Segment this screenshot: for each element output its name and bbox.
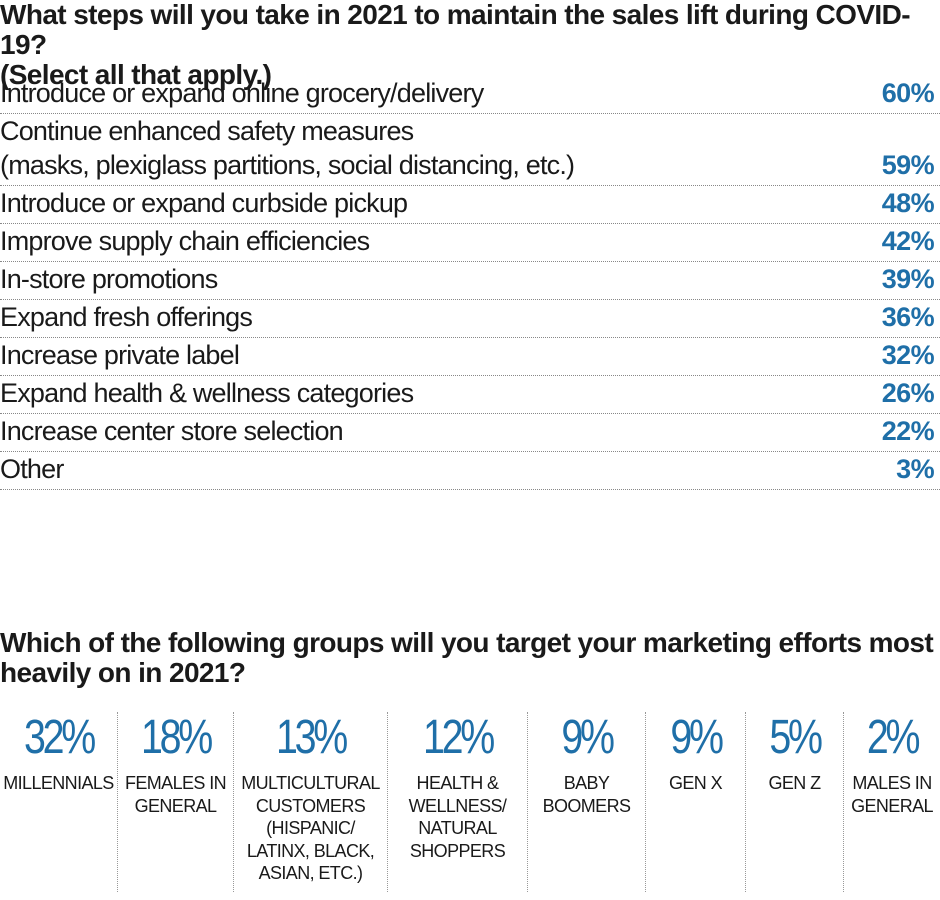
row-label-line1: Continue enhanced safety measures — [0, 116, 414, 146]
group-label-line: FEMALES IN — [124, 773, 227, 793]
table-row: Expand health & wellness categories 26% — [0, 376, 940, 414]
group-label-line: MULTICULTURAL — [241, 773, 380, 793]
group-label-line: BABY — [563, 773, 610, 793]
group-label-line: GENERAL — [134, 795, 217, 816]
row-percent: 59% — [881, 150, 935, 180]
row-percent: 60% — [881, 78, 935, 108]
group-label: MALES IN GENERAL — [844, 772, 940, 817]
group-label-line: WELLNESS/ — [408, 795, 507, 816]
row-label: Increase private label — [0, 340, 240, 370]
table-row: In-store promotions 39% — [0, 262, 940, 300]
group-label: HEALTH & WELLNESS/ NATURAL SHOPPERS — [388, 772, 527, 862]
group-percent: 13% — [276, 711, 348, 764]
group-label-line: NATURAL — [418, 818, 497, 838]
table-row: Expand fresh offerings 36% — [0, 300, 940, 338]
row-percent: 36% — [881, 302, 935, 332]
row-label: Expand health & wellness categories — [0, 378, 414, 408]
group-percent: 12% — [423, 711, 495, 764]
group-percent: 5% — [769, 711, 823, 764]
row-percent: 22% — [881, 416, 935, 446]
group-label: GEN Z — [746, 772, 843, 795]
group-multicultural-customers: 13% MULTICULTURAL CUSTOMERS (HISPANIC/ L… — [234, 712, 388, 892]
group-label-line: GEN Z — [768, 773, 821, 793]
group-label: FEMALES IN GENERAL — [118, 772, 233, 817]
group-baby-boomers: 9% BABY BOOMERS — [528, 712, 646, 892]
row-percent: 32% — [881, 340, 935, 370]
group-health-wellness-natural-shoppers: 12% HEALTH & WELLNESS/ NATURAL SHOPPERS — [388, 712, 528, 892]
group-percent: 32% — [24, 711, 96, 764]
table-row: Introduce or expand online grocery/deliv… — [0, 76, 940, 114]
group-percent: 9% — [670, 711, 724, 764]
group-label-line: GENERAL — [851, 795, 933, 816]
group-label-line: BOOMERS — [542, 795, 631, 816]
group-gen-x: 9% GEN X — [646, 712, 746, 892]
question-1-title: What steps will you take in 2021 to main… — [0, 0, 940, 90]
row-label: Introduce or expand curbside pickup — [0, 188, 408, 218]
group-label: GEN X — [646, 772, 745, 795]
group-label-line: SHOPPERS — [409, 840, 506, 861]
target-groups: 32% MILLENNIALS 18% FEMALES IN GENERAL 1… — [0, 712, 940, 892]
group-females-in-general: 18% FEMALES IN GENERAL — [118, 712, 234, 892]
question-1-title-line1: What steps will you take in 2021 to main… — [0, 0, 911, 60]
steps-table: Introduce or expand online grocery/deliv… — [0, 76, 940, 490]
row-label: Improve supply chain efficiencies — [0, 226, 370, 256]
group-label: MULTICULTURAL CUSTOMERS (HISPANIC/ LATIN… — [234, 772, 387, 885]
table-row: Improve supply chain efficiencies 42% — [0, 224, 940, 262]
group-label-line: MILLENNIALS — [3, 773, 114, 793]
row-label: Continue enhanced safety measures (masks… — [0, 114, 575, 182]
row-percent: 42% — [881, 226, 935, 256]
group-label-line: (HISPANIC/ — [266, 818, 355, 838]
table-row: Increase private label 32% — [0, 338, 940, 376]
question-2-title: Which of the following groups will you t… — [0, 628, 940, 688]
group-label-line: CUSTOMERS — [255, 795, 366, 816]
row-label: Introduce or expand online grocery/deliv… — [0, 78, 484, 108]
row-percent: 3% — [896, 454, 934, 484]
group-label-line: LATINX, BLACK, — [246, 840, 375, 861]
table-row: Introduce or expand curbside pickup 48% — [0, 186, 940, 224]
group-label-line: GEN X — [668, 773, 723, 793]
group-gen-z: 5% GEN Z — [746, 712, 844, 892]
row-percent: 39% — [881, 264, 935, 294]
group-label: MILLENNIALS — [0, 772, 117, 795]
group-label-line: MALES IN — [852, 773, 932, 793]
table-row: Increase center store selection 22% — [0, 414, 940, 452]
row-label: Increase center store selection — [0, 416, 344, 446]
row-label: Other — [0, 454, 64, 484]
row-label-line2: (masks, plexiglass partitions, social di… — [0, 150, 575, 180]
table-row: Continue enhanced safety measures (masks… — [0, 114, 940, 186]
table-row: Other 3% — [0, 452, 940, 490]
row-percent: 26% — [881, 378, 935, 408]
group-label-line: HEALTH & — [416, 773, 499, 793]
row-label: In-store promotions — [0, 264, 218, 294]
question-1-title-line2: (Select all that apply.) — [0, 59, 272, 90]
question-2-title-line1: Which of the following groups will you t… — [0, 627, 934, 658]
group-males-in-general: 2% MALES IN GENERAL — [844, 712, 940, 892]
question-2-title-line2: heavily on in 2021? — [0, 657, 246, 688]
row-percent: 48% — [881, 188, 935, 218]
row-label: Expand fresh offerings — [0, 302, 253, 332]
group-percent: 18% — [141, 711, 213, 764]
group-label-line: ASIAN, ETC.) — [258, 863, 363, 883]
group-percent: 9% — [561, 711, 615, 764]
group-label: BABY BOOMERS — [528, 772, 645, 817]
group-millennials: 32% MILLENNIALS — [0, 712, 118, 892]
group-percent: 2% — [866, 711, 921, 764]
